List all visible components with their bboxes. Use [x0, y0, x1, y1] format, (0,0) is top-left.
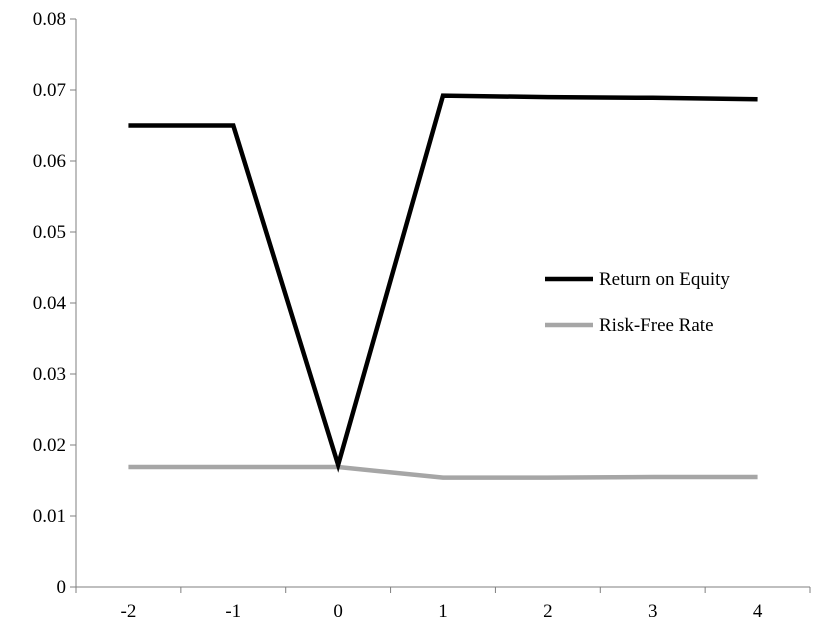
x-tick-label: 1	[438, 601, 448, 622]
y-tick-label: 0.04	[33, 293, 67, 314]
legend-label-risk-free-rate: Risk-Free Rate	[599, 315, 714, 336]
y-tick-label: 0.08	[33, 9, 66, 30]
y-tick-label: 0.05	[33, 222, 66, 243]
y-ticks: 0 0.01 0.02 0.03 0.04 0.05 0.06 0.07 0.08	[33, 9, 76, 598]
series-line-return-on-equity	[128, 93, 758, 473]
series-group	[128, 93, 758, 480]
y-tick-label: 0.07	[33, 80, 66, 101]
axes	[75, 19, 810, 588]
x-ticks: -2 -1 0 1 2 3 4	[75, 587, 811, 622]
y-tick-label: 0.01	[33, 506, 66, 527]
y-tick-label: 0.03	[33, 364, 66, 385]
x-tick-label: 4	[753, 601, 763, 622]
legend-label-return-on-equity: Return on Equity	[599, 269, 730, 290]
y-tick-label: 0	[57, 577, 67, 598]
x-tick-label: 0	[333, 601, 343, 622]
x-tick-label: 2	[543, 601, 553, 622]
y-tick-label: 0.06	[33, 151, 66, 172]
y-tick-label: 0.02	[33, 435, 66, 456]
legend: Return on Equity Risk-Free Rate	[545, 269, 730, 336]
x-tick-label: -2	[121, 601, 137, 622]
x-tick-label: -1	[225, 601, 241, 622]
x-tick-label: 3	[648, 601, 658, 622]
series-line-risk-free-rate	[128, 464, 758, 480]
